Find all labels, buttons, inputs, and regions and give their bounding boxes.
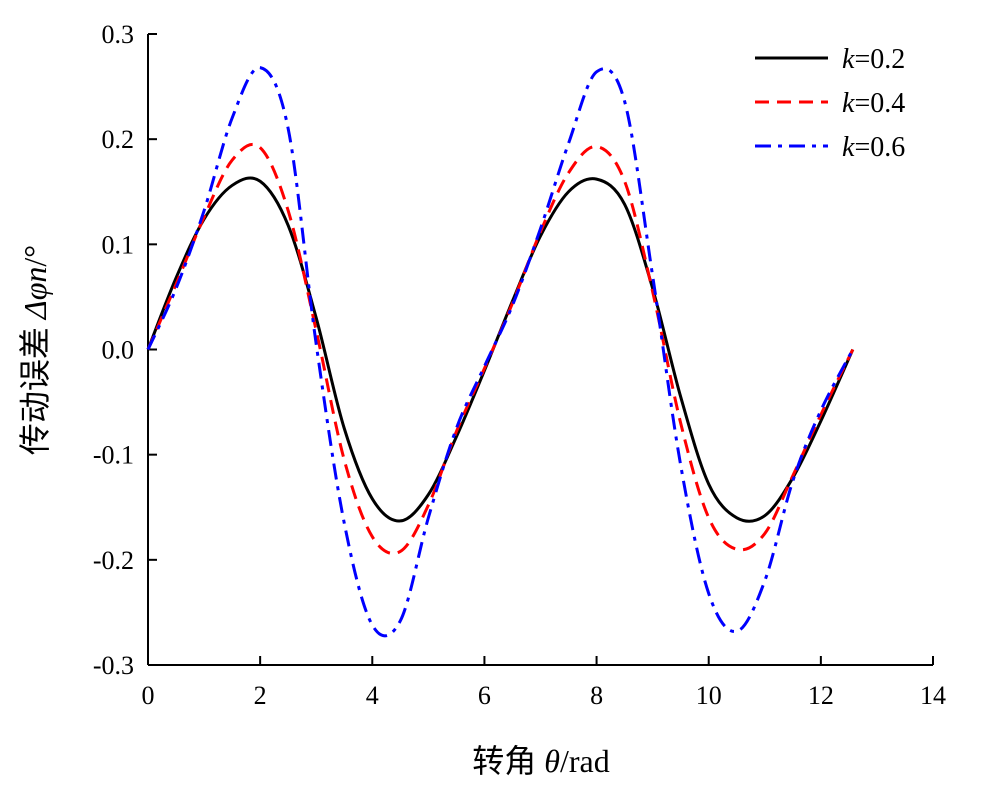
legend-label-var: k [842,44,855,75]
legend-label: k=0.6 [842,132,905,163]
y-tick-label: -0.2 [93,546,134,575]
legend-label: k=0.4 [842,88,905,119]
axes: 0 2 4 6 8 10 12 14 0.3 0.2 0.1 0.0 -0.1 -0.2 -0.3 [93,20,946,710]
legend-label-var: k [842,88,855,119]
y-tick-label: 0.1 [102,230,135,259]
x-tick-label: 2 [254,681,267,710]
x-tick-label: 4 [366,681,379,710]
x-tick-label: 6 [478,681,491,710]
y-tick-label: 0.3 [102,20,135,49]
y-axis-title-suffix: /° [17,245,53,267]
x-tick-label: 12 [808,681,834,710]
y-tick-label: -0.1 [93,441,134,470]
y-tick-label: 0.2 [102,125,135,154]
x-tick-label: 0 [142,681,155,710]
series-line-k=0.2 [146,176,855,523]
legend-label-var: k [842,132,855,163]
x-tick-label: 10 [696,681,722,710]
y-axis-title-symbol: Δφn [17,267,53,321]
y-axis-title: 传动误差 Δφn/° [17,245,53,455]
x-axis-title-symbol: θ [544,743,560,779]
series-line-k=0.6 [146,66,855,638]
legend: k=0.2k=0.4k=0.6 [755,44,905,163]
legend-label-value: =0.2 [854,44,905,75]
series-layer [146,66,855,638]
legend-label-value: =0.6 [854,132,905,163]
x-axis-title-prefix: 转角 [472,743,544,779]
x-tick-label: 8 [590,681,603,710]
legend-label: k=0.2 [842,44,905,75]
y-tick-label: -0.3 [93,651,134,680]
x-tick-label: 14 [920,681,946,710]
y-tick-label: 0.0 [102,336,135,365]
legend-label-value: =0.4 [854,88,905,119]
x-axis-title: 转角 θ/rad [472,743,609,779]
series-line-k=0.4 [146,142,855,555]
x-axis-title-suffix: /rad [560,743,610,779]
y-axis-title-prefix: 传动误差 [17,319,53,455]
